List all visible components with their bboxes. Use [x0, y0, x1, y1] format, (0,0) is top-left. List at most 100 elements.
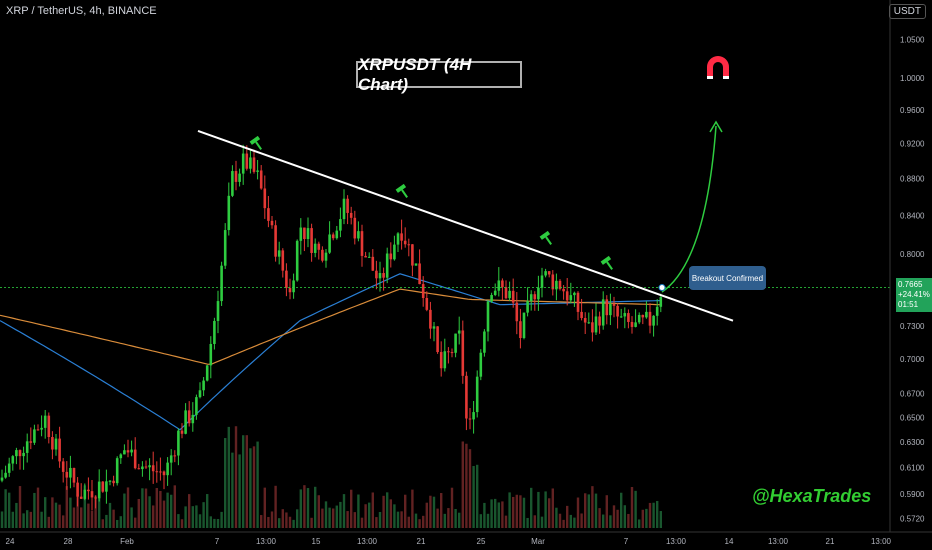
volume-bar	[339, 501, 342, 528]
volume-bar	[587, 494, 590, 528]
volume-bar	[213, 518, 216, 528]
price-tick-label: 0.9600	[900, 106, 925, 115]
watermark: @HexaTrades	[752, 486, 872, 506]
candle-body	[317, 243, 321, 250]
candle-body	[331, 234, 335, 239]
candle-body	[486, 301, 490, 332]
price-tick-label: 0.6700	[900, 390, 925, 399]
candle-body	[148, 465, 151, 468]
candle-body	[299, 227, 303, 241]
candle-body	[310, 228, 313, 253]
volume-bar	[443, 513, 446, 528]
volume-bar	[364, 504, 367, 528]
candlesticks	[0, 144, 663, 511]
candle-body	[54, 438, 58, 450]
volume-bar	[141, 488, 144, 528]
time-tick-label: 28	[64, 537, 73, 546]
candle-body	[256, 170, 259, 172]
volume-bars	[0, 426, 662, 528]
volume-bar	[368, 502, 371, 528]
volume-bar	[83, 485, 86, 528]
candle-body	[97, 481, 101, 499]
candle-body	[191, 414, 195, 424]
candle-body	[648, 311, 652, 326]
volume-bar	[375, 517, 378, 528]
volume-bar	[274, 485, 277, 528]
volume-bar	[465, 443, 468, 528]
candle-body	[555, 280, 558, 290]
volume-bar	[159, 490, 162, 528]
time-tick-label: Mar	[531, 537, 545, 546]
candle-body	[519, 321, 522, 339]
volume-bar	[393, 504, 396, 528]
volume-bar	[569, 514, 572, 528]
volume-bar	[537, 491, 540, 528]
volume-bar	[87, 503, 90, 528]
candle-body	[612, 304, 616, 306]
candle-body	[227, 195, 231, 231]
symbol-title: XRP / TetherUS, 4h, BINANCE	[6, 5, 157, 17]
candle-body	[51, 437, 54, 450]
volume-bar	[40, 511, 43, 528]
candle-body	[353, 217, 357, 239]
hammer-handle	[545, 236, 552, 245]
candle-body	[569, 295, 573, 301]
breakout-point	[658, 284, 666, 292]
time-tick-label: 21	[417, 537, 426, 546]
candle-body	[234, 171, 238, 182]
time-tick-label: 14	[725, 537, 734, 546]
volume-bar	[411, 489, 414, 528]
volume-bar	[501, 501, 504, 528]
volume-bar	[353, 512, 356, 528]
volume-bar	[98, 490, 101, 528]
candle-body	[231, 171, 234, 196]
volume-bar	[101, 519, 104, 528]
candle-body	[659, 297, 663, 307]
candle-body	[591, 322, 594, 333]
candle-body	[288, 288, 292, 293]
volume-bar	[285, 512, 288, 528]
volume-bar	[436, 508, 439, 528]
candle-body	[436, 326, 439, 353]
volume-bar	[382, 495, 385, 528]
volume-bar	[267, 516, 270, 528]
candle-body	[508, 290, 511, 299]
time-tick-label: 13:00	[871, 537, 892, 546]
candle-body	[403, 240, 407, 245]
candle-body	[540, 275, 544, 288]
volume-bar	[76, 494, 79, 528]
volume-bar	[519, 495, 522, 528]
volume-bar	[656, 500, 659, 528]
volume-bar	[447, 508, 450, 528]
volume-bar	[116, 519, 119, 528]
candle-body	[537, 287, 540, 300]
magnet-body	[707, 56, 729, 79]
candle-body	[209, 343, 213, 366]
candle-body	[119, 454, 123, 459]
projection-arrowhead	[709, 120, 723, 133]
volume-bar	[306, 488, 310, 528]
volume-bar	[220, 511, 223, 528]
volume-bar	[281, 509, 284, 528]
candle-body	[598, 316, 601, 326]
candle-body	[76, 482, 79, 497]
candle-body	[375, 270, 378, 279]
candle-body	[493, 290, 497, 296]
candle-body	[342, 198, 346, 220]
volume-bar	[242, 435, 245, 528]
candle-body	[162, 471, 166, 476]
volume-bar	[486, 513, 490, 528]
volume-bar	[162, 500, 166, 528]
candle-body	[94, 497, 97, 499]
volume-bar	[479, 514, 482, 528]
magnet-icon	[707, 56, 729, 79]
candle-body	[594, 316, 598, 333]
volume-bar	[407, 516, 410, 528]
volume-bar	[44, 497, 47, 528]
volume-bar	[216, 518, 220, 528]
volume-bar	[299, 489, 302, 528]
volume-bar	[533, 515, 536, 528]
currency-badge[interactable]: USDT	[888, 4, 926, 19]
volume-bar	[591, 486, 594, 528]
